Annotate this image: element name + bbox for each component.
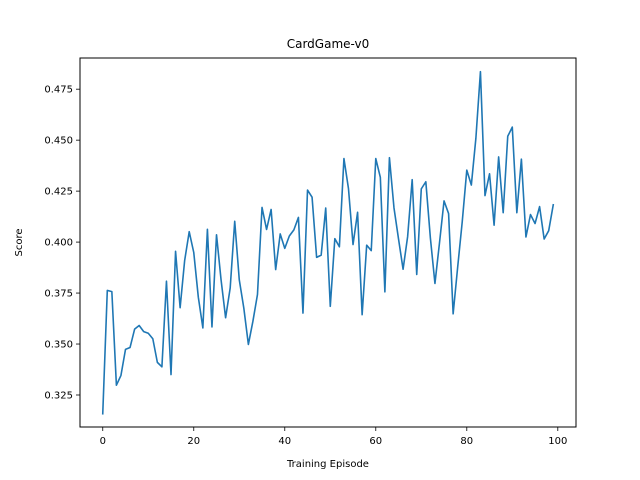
y-axis-ticks: 0.325 0.350 0.375 0.400 0.425 0.450 0.475 <box>44 85 80 401</box>
series-layer <box>101 70 555 415</box>
y-tick-label: 0.325 <box>44 390 73 401</box>
y-tick-label: 0.450 <box>44 136 73 147</box>
x-tick-label: 20 <box>187 436 200 447</box>
chart-title: CardGame-v0 <box>287 37 370 51</box>
x-tick-label: 60 <box>369 436 382 447</box>
x-tick-label: 40 <box>278 436 291 447</box>
x-axis-ticks: 0 20 40 60 80 100 <box>100 427 567 447</box>
y-axis-label: Score <box>14 228 25 256</box>
y-tick-label: 0.400 <box>44 238 73 249</box>
x-tick-label: 0 <box>100 436 106 447</box>
score-series-line <box>101 70 555 415</box>
x-tick-label: 80 <box>460 436 473 447</box>
y-tick-label: 0.475 <box>44 85 73 96</box>
x-tick-label: 100 <box>548 436 567 447</box>
x-axis-label: Training Episode <box>286 459 369 470</box>
plot-area-frame <box>79 57 577 428</box>
y-tick-label: 0.425 <box>44 187 73 198</box>
y-tick-label: 0.375 <box>44 289 73 300</box>
y-tick-label: 0.350 <box>44 340 73 351</box>
